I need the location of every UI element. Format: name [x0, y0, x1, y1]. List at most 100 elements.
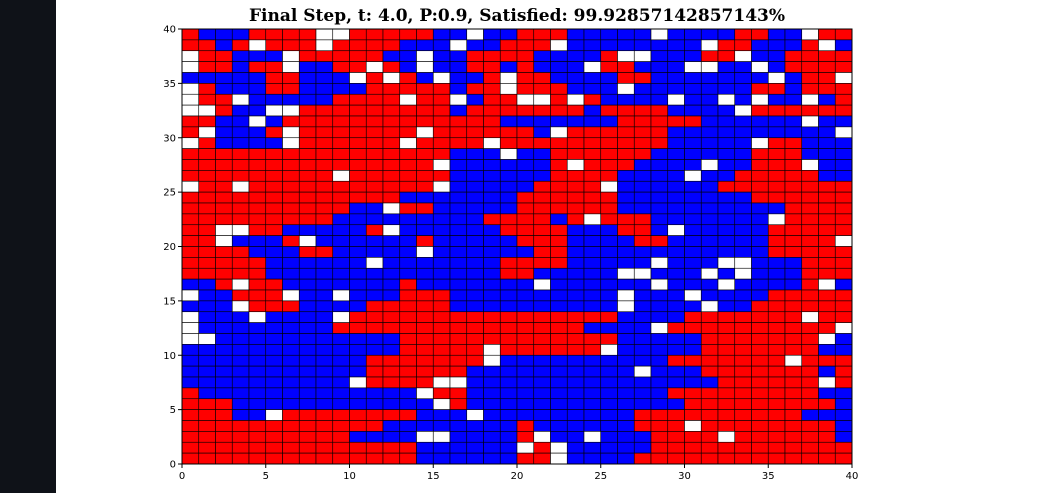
grid-cell — [198, 441, 216, 454]
grid-cell — [684, 61, 702, 73]
grid-cell — [265, 191, 283, 204]
grid-cell — [550, 311, 568, 323]
grid-cell — [365, 420, 384, 432]
grid-cell — [298, 104, 317, 117]
grid-cell — [282, 180, 300, 193]
grid-cell — [499, 213, 518, 226]
grid-cell — [550, 115, 568, 128]
grid-cell — [583, 61, 602, 73]
grid-cell — [349, 93, 367, 106]
grid-cell — [215, 257, 233, 269]
grid-cell — [365, 431, 384, 443]
grid-cell — [382, 267, 401, 280]
grid-cell — [834, 104, 853, 117]
grid-cell — [181, 104, 200, 117]
grid-cell — [684, 409, 702, 421]
grid-cell — [399, 267, 417, 280]
grid-cell — [684, 333, 702, 345]
grid-cell — [734, 267, 752, 280]
grid-cell — [767, 344, 786, 356]
grid-cell — [617, 115, 635, 128]
grid-cell — [550, 333, 568, 345]
grid-cell — [751, 409, 769, 421]
grid-cell — [432, 289, 451, 302]
grid-cell — [566, 137, 585, 149]
grid-cell — [449, 148, 468, 160]
grid-cell — [533, 213, 551, 226]
grid-cell — [416, 191, 434, 204]
grid-cell — [198, 322, 216, 334]
y-tick-label: 20 — [163, 242, 176, 253]
grid-cell — [382, 398, 401, 410]
grid-cell — [248, 365, 267, 378]
grid-cell — [315, 409, 334, 421]
grid-cell — [399, 257, 417, 269]
grid-cell — [550, 72, 568, 84]
grid-cell — [215, 365, 233, 378]
grid-cell — [315, 83, 334, 95]
grid-cell — [767, 398, 786, 410]
grid-cell — [466, 115, 484, 128]
grid-cell — [667, 344, 685, 356]
grid-cell — [650, 300, 669, 313]
grid-cell — [784, 93, 803, 106]
grid-cell — [483, 398, 501, 410]
grid-cell — [751, 72, 769, 84]
grid-cell — [516, 398, 535, 410]
grid-cell — [499, 278, 518, 291]
grid-cell — [198, 387, 216, 400]
grid-cell — [499, 246, 518, 258]
grid-cell — [818, 137, 836, 149]
grid-cell — [784, 104, 803, 117]
grid-cell — [566, 420, 585, 432]
grid-cell — [382, 246, 401, 258]
grid-cell — [231, 431, 250, 443]
grid-cell — [617, 93, 635, 106]
grid-cell — [667, 72, 685, 84]
grid-cell — [282, 115, 300, 128]
x-tick-label: 15 — [427, 471, 440, 482]
grid-cell — [516, 213, 535, 226]
grid-cell — [566, 333, 585, 345]
grid-cell — [818, 235, 836, 247]
grid-cell — [248, 202, 267, 215]
grid-cell — [181, 213, 200, 226]
grid-cell — [315, 398, 334, 410]
grid-cell — [734, 452, 752, 465]
grid-cell — [483, 72, 501, 84]
grid-cell — [198, 278, 216, 291]
grid-cell — [248, 344, 267, 356]
grid-cell — [215, 61, 233, 73]
grid-cell — [734, 191, 752, 204]
grid-cell — [399, 246, 417, 258]
grid-cell — [416, 333, 434, 345]
grid-cell — [650, 50, 669, 62]
grid-cell — [684, 115, 702, 128]
grid-cell — [499, 333, 518, 345]
grid-cell — [767, 213, 786, 226]
grid-cell — [734, 61, 752, 73]
grid-cell — [215, 180, 233, 193]
grid-cell — [533, 300, 551, 313]
grid-cell — [449, 83, 468, 95]
grid-cell — [834, 398, 853, 410]
grid-cell — [432, 104, 451, 117]
grid-cell — [784, 202, 803, 215]
grid-cell — [382, 93, 401, 106]
grid-cell — [416, 213, 434, 226]
grid-cell — [416, 289, 434, 302]
grid-cell — [566, 365, 585, 378]
grid-cell — [315, 278, 334, 291]
grid-cell — [516, 344, 535, 356]
grid-cell — [181, 235, 200, 247]
grid-cell — [416, 115, 434, 128]
grid-cell — [717, 257, 736, 269]
grid-cell — [483, 115, 501, 128]
grid-cell — [365, 300, 384, 313]
grid-cell — [265, 28, 283, 41]
grid-cell — [684, 50, 702, 62]
grid-cell — [315, 246, 334, 258]
grid-cell — [600, 376, 618, 389]
y-tick-label: 30 — [163, 133, 176, 144]
